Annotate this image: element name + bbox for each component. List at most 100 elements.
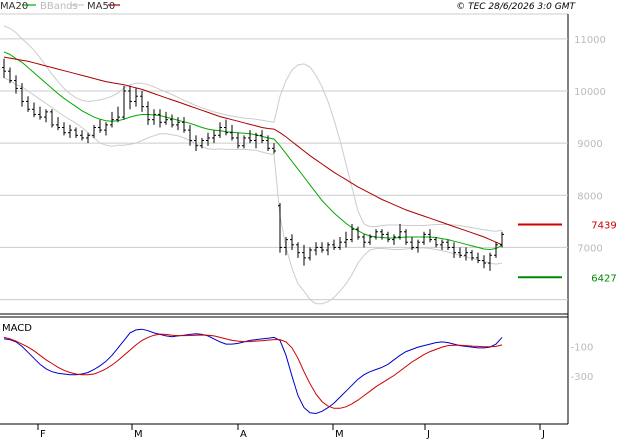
price-y-tick-label: 10000 <box>574 87 606 98</box>
price-bar <box>338 237 342 251</box>
price-bar <box>362 234 366 248</box>
moving-averages <box>3 51 503 251</box>
chart-credit: © TEC 28/6/2026 3:0 GMT <box>456 2 576 12</box>
price-bar <box>134 88 138 107</box>
macd-lines <box>3 328 503 415</box>
ma20-line <box>3 51 503 251</box>
price-bar <box>356 226 360 240</box>
price-bar <box>14 75 18 94</box>
price-bar <box>110 111 114 128</box>
price-bar <box>266 135 270 151</box>
price-bar <box>56 117 60 131</box>
x-tick-label: M <box>335 429 344 440</box>
price-bar <box>242 135 246 149</box>
price-bar <box>434 237 438 248</box>
macd-y-tick-labels: -100 -300 <box>571 342 594 383</box>
x-tick-label: M <box>134 429 143 440</box>
price-bar <box>86 132 90 144</box>
price-bar <box>422 231 426 245</box>
price-bar <box>182 117 186 133</box>
price-bar <box>260 130 264 144</box>
price-gridlines <box>0 38 568 301</box>
price-bar <box>20 83 24 107</box>
bb-upper-line <box>3 25 503 232</box>
price-bar <box>200 137 204 149</box>
price-bar <box>332 239 336 251</box>
price-y-tick-label: 9000 <box>577 139 602 150</box>
price-bar <box>404 229 408 245</box>
price-y-tick-label: 8000 <box>577 191 602 202</box>
price-bar <box>98 119 102 133</box>
price-bar <box>8 67 12 84</box>
price-bar <box>410 237 414 251</box>
price-bar <box>206 132 210 146</box>
x-tick-label: J <box>426 429 430 440</box>
price-bar <box>212 130 216 144</box>
price-bar <box>314 242 318 256</box>
price-bar <box>308 247 312 261</box>
price-bar <box>500 231 504 248</box>
price-y-tick-label: 11000 <box>574 35 606 46</box>
price-bar <box>176 117 180 131</box>
price-bar <box>494 242 498 258</box>
macd-panel-title: MACD <box>2 323 32 334</box>
price-bar <box>224 119 228 136</box>
price-bar <box>278 203 282 253</box>
x-tick-label: F <box>40 429 46 440</box>
price-bar <box>164 111 168 125</box>
price-bar <box>248 130 252 144</box>
price-bar <box>482 255 486 269</box>
price-annotations: 7439 6427 <box>518 221 617 284</box>
price-bars <box>2 58 504 271</box>
legend-label-ma50: MA50 <box>87 1 115 12</box>
price-bar <box>74 127 78 138</box>
price-bar <box>344 231 348 248</box>
price-bar <box>368 234 372 245</box>
price-bar <box>236 132 240 149</box>
x-tick-label: J <box>541 429 545 440</box>
price-bar <box>62 122 66 136</box>
price-bar <box>152 109 156 125</box>
price-bar <box>290 234 294 251</box>
price-bar <box>392 234 396 245</box>
price-bar <box>296 242 300 258</box>
price-bar <box>398 223 402 240</box>
price-bar <box>158 109 162 128</box>
price-bar <box>464 247 468 261</box>
price-bar <box>44 109 48 123</box>
price-y-tick-labels: 11000 10000 9000 8000 7000 <box>574 35 606 255</box>
price-bar <box>302 244 306 266</box>
price-bar <box>380 229 384 240</box>
price-bar <box>452 242 456 258</box>
price-bar <box>38 106 42 120</box>
price-bar <box>326 242 330 256</box>
price-bar <box>104 122 108 136</box>
price-bar <box>170 114 174 128</box>
price-bar <box>428 229 432 243</box>
price-bar <box>122 85 126 120</box>
price-bar <box>374 229 378 240</box>
price-bar <box>488 252 492 271</box>
price-bar <box>320 242 324 253</box>
price-bar <box>194 135 198 151</box>
annotation-label: 6427 <box>591 273 616 284</box>
price-bar <box>440 239 444 251</box>
price-bar <box>272 143 276 154</box>
bb-lower-line <box>3 77 503 305</box>
price-bar <box>92 124 96 138</box>
legend-label-bbands: BBands <box>40 1 78 12</box>
price-bar <box>68 124 72 138</box>
annotation-label: 7439 <box>591 221 616 232</box>
price-bar <box>50 109 54 128</box>
x-tick-label: A <box>240 429 247 440</box>
legend-label-ma20: MA20 <box>0 1 28 12</box>
ma50-line <box>3 56 503 246</box>
price-bar <box>26 96 30 112</box>
price-bar <box>350 223 354 243</box>
price-bar <box>188 124 192 146</box>
price-bar <box>254 132 258 149</box>
price-bar <box>284 237 288 256</box>
